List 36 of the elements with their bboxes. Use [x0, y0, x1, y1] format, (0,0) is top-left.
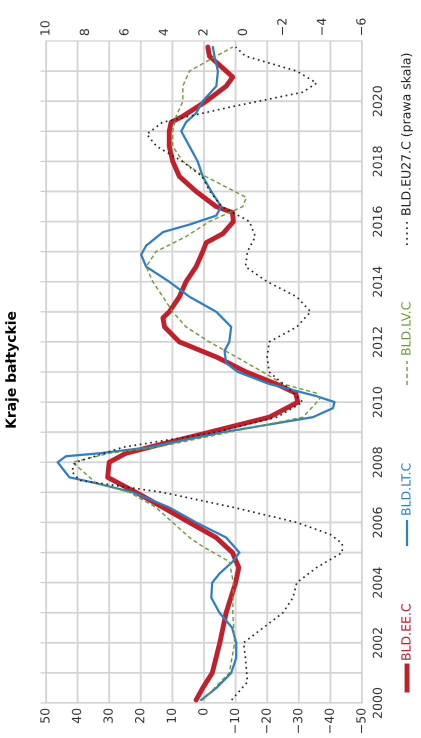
- x-tick-label: 10: [166, 708, 176, 722]
- y-tick-label: 2018: [372, 146, 382, 176]
- x2-tick-label: 6: [119, 28, 129, 36]
- x2-tick-label: 4: [158, 28, 168, 36]
- text: Kraje bałtyckie: [5, 312, 19, 428]
- x-tick-label: 40: [72, 708, 82, 724]
- y-tick-label: 2012: [372, 327, 382, 357]
- x2-tick-label: 10: [40, 21, 50, 35]
- text: BLD.LV.C: [401, 302, 411, 355]
- text: BLD.EU27.C (prawa skala): [400, 54, 414, 215]
- x2-tick-label: −4: [316, 18, 326, 35]
- x-tick-label: −50: [356, 708, 366, 733]
- x2-tick-label: 2: [198, 29, 208, 36]
- x-tick-label: −10: [230, 708, 240, 733]
- x2-tick-label: −2: [277, 18, 286, 35]
- x-tick-label: −40: [324, 708, 334, 733]
- x-tick-label: 50: [40, 708, 50, 723]
- x-tick-label: −30: [292, 708, 302, 733]
- text: BLD.EE.C: [401, 604, 411, 660]
- x-tick-label: 20: [134, 708, 144, 723]
- x-tick-label: −20: [261, 708, 271, 733]
- x-tick-label: 30: [103, 708, 113, 723]
- y-tick-label: 2008: [372, 447, 382, 478]
- y-tick-label: 2002: [372, 628, 382, 658]
- y-tick-label: 2014: [372, 266, 382, 297]
- y-tick-label: 2006: [372, 507, 382, 538]
- y-tick-label: 2010: [372, 387, 382, 418]
- y-tick-label: 2020: [372, 86, 382, 116]
- x-tick-label: 0: [198, 708, 208, 715]
- y-tick-label: 2016: [372, 206, 382, 237]
- x2-tick-label: 8: [80, 29, 90, 36]
- x2-tick-label: −6: [356, 18, 366, 35]
- y-tick-label: 2000: [372, 688, 382, 718]
- y-tick-label: 2004: [372, 567, 382, 598]
- text: BLD.LT.C: [401, 463, 411, 515]
- x2-tick-label: 0: [238, 29, 248, 36]
